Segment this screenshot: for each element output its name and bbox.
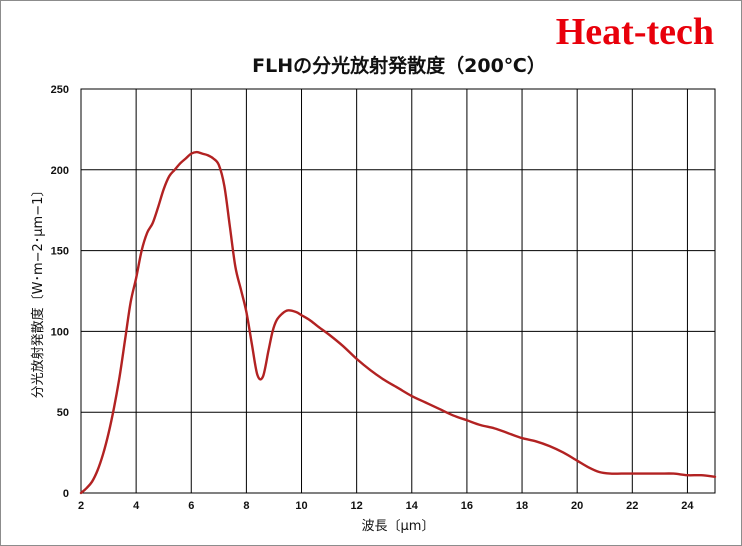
x-tick-label: 2 [78, 500, 84, 512]
y-tick-label: 50 [57, 407, 69, 419]
y-tick-label: 200 [51, 165, 69, 177]
plot-area-frame [80, 88, 716, 494]
x-tick-label: 18 [516, 500, 528, 512]
x-tick-label: 16 [461, 500, 473, 512]
x-axis-ticks: 2 4 6 8 10 12 14 16 18 20 22 24 [78, 500, 694, 512]
y-axis-ticks: 0 50 100 150 200 250 [51, 84, 69, 500]
x-tick-label: 20 [571, 500, 583, 512]
x-tick-label: 14 [406, 500, 419, 512]
x-tick-label: 8 [243, 500, 249, 512]
x-tick-label: 22 [626, 500, 638, 512]
chart-title: FLHの分光放射発散度（200℃） [252, 54, 546, 77]
y-tick-label: 0 [63, 488, 69, 500]
x-tick-label: 24 [681, 500, 694, 512]
x-tick-label: 10 [295, 500, 307, 512]
x-tick-label: 4 [133, 500, 140, 512]
y-tick-label: 100 [51, 326, 69, 338]
series-line-spectral-emittance [79, 150, 717, 495]
x-axis-label: 波長〔μm〕 [362, 519, 435, 534]
x-tick-label: 12 [351, 500, 363, 512]
y-axis-label: 分光放射発散度〔W･m−2･μm−1〕 [30, 184, 46, 399]
gridlines [81, 89, 715, 493]
brand-logo-text: Heat-tech [556, 11, 714, 53]
x-tick-label: 6 [188, 500, 194, 512]
y-tick-label: 250 [51, 84, 69, 96]
y-tick-label: 150 [51, 246, 69, 258]
